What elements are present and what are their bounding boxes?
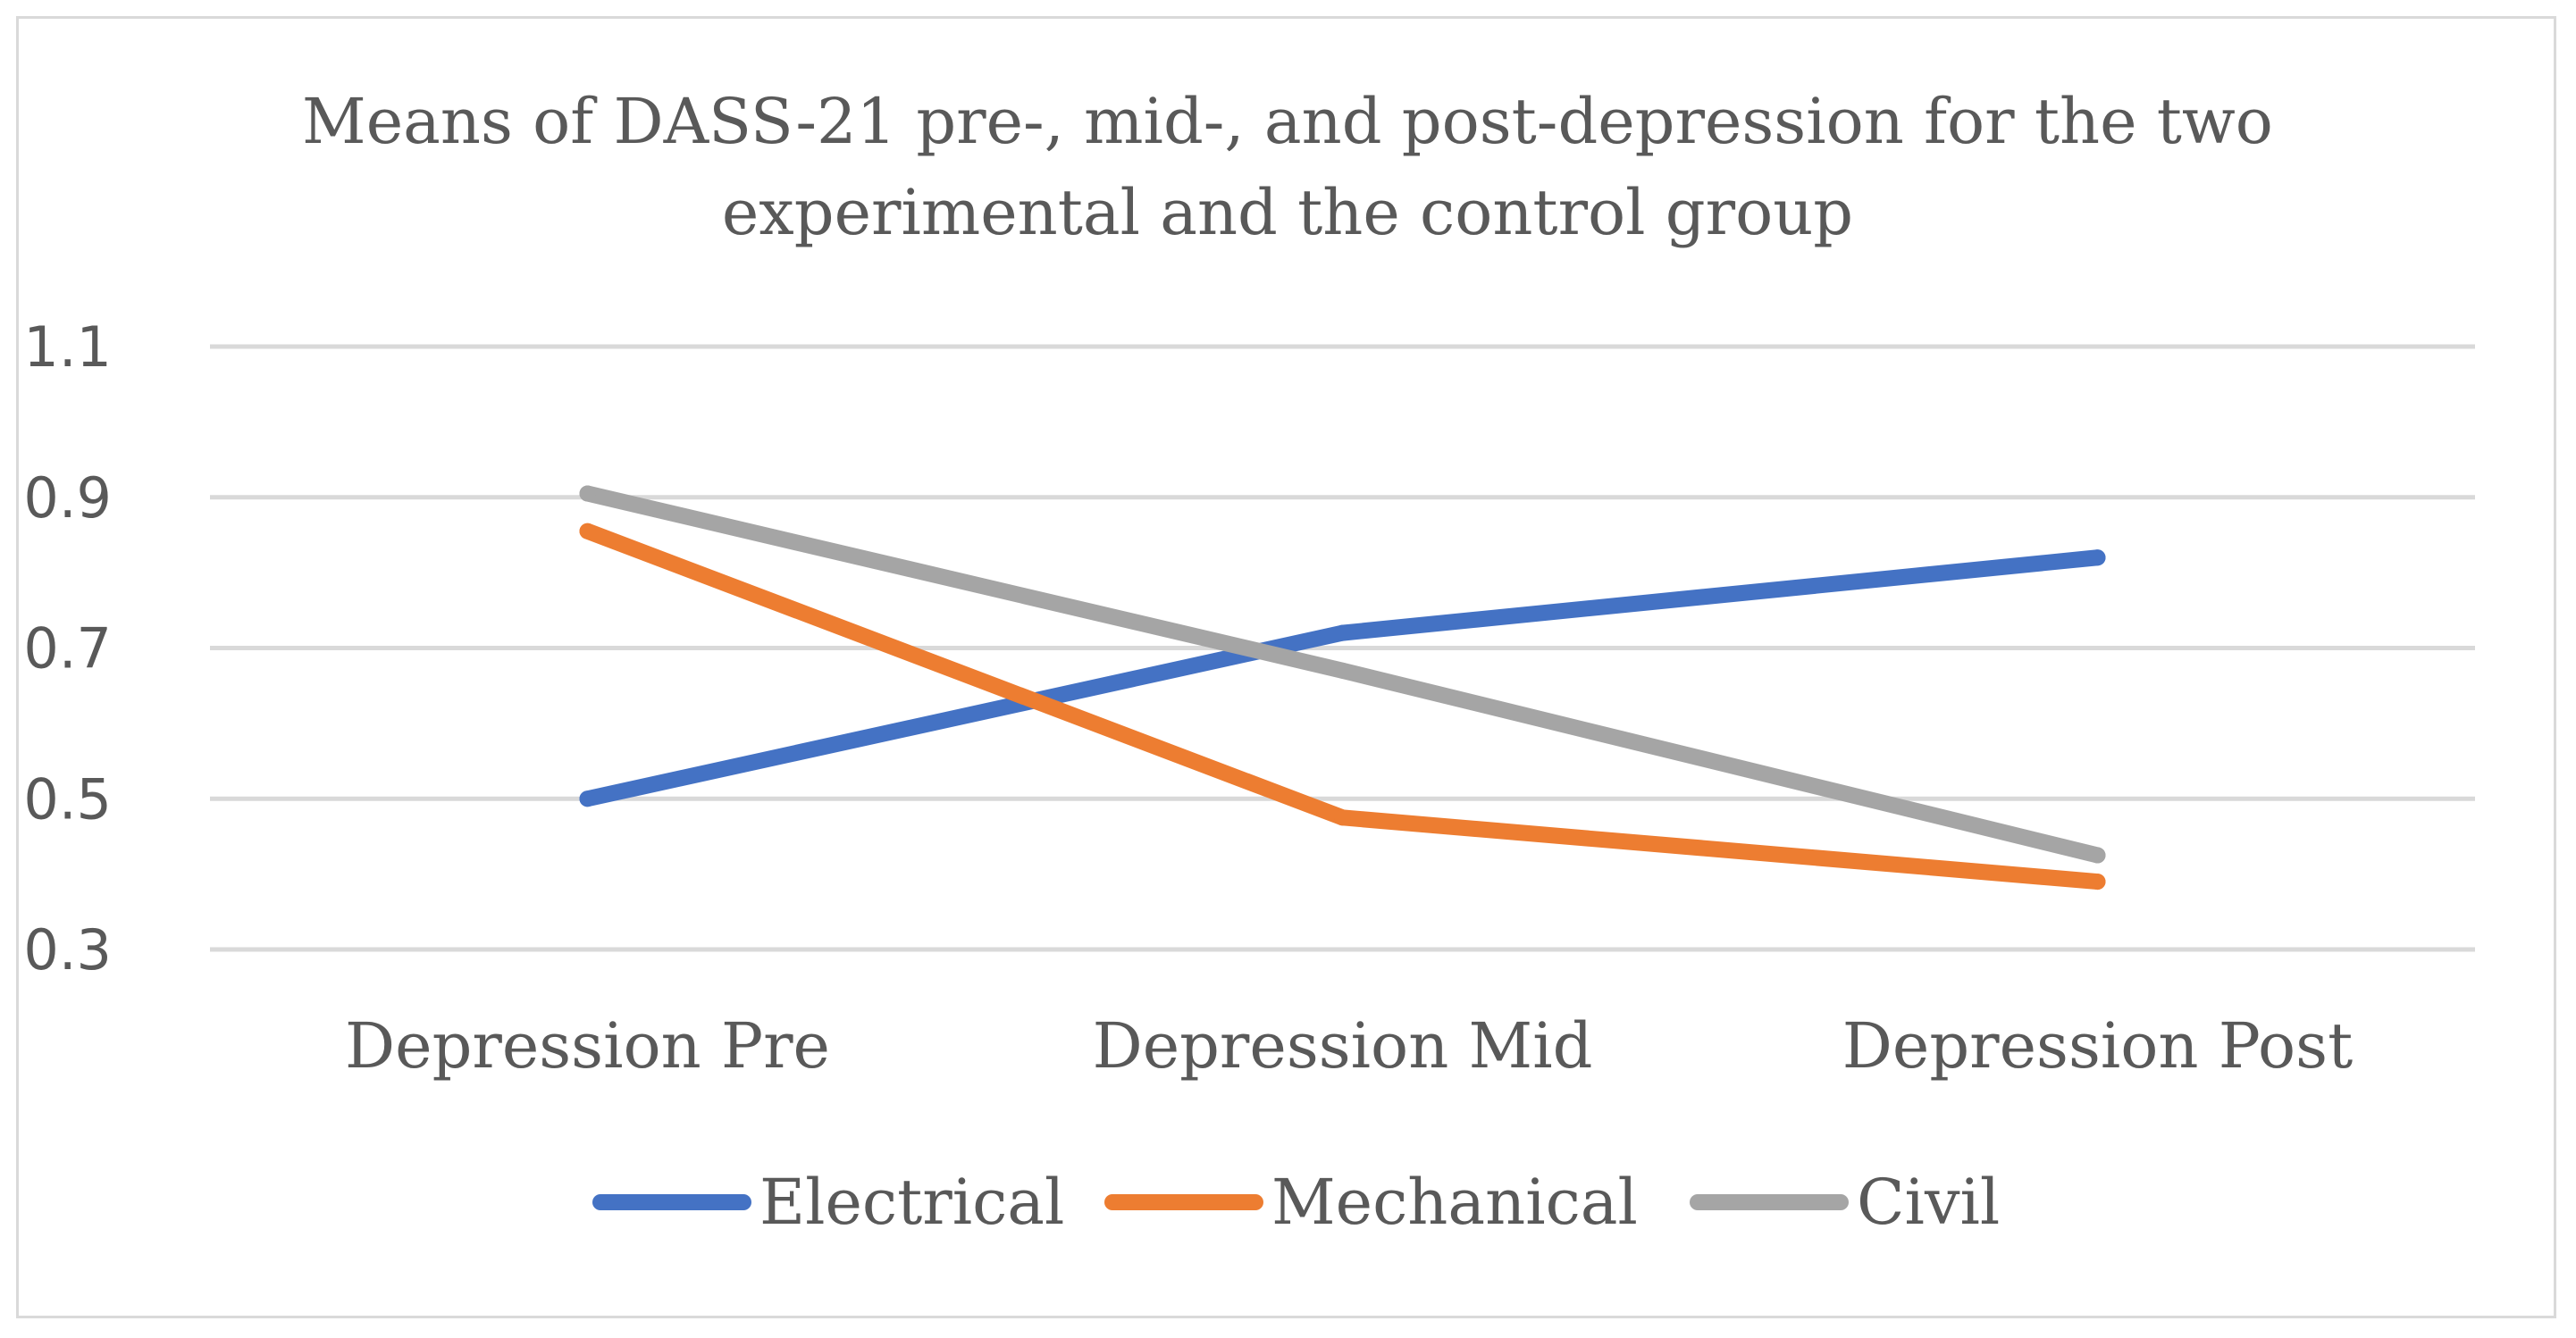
y-tick-label: 1.1: [23, 314, 112, 380]
gridlines: [210, 344, 2475, 952]
legend-label-civil: Civil: [1857, 1166, 2000, 1239]
data-point-electrical: [579, 790, 596, 807]
data-point-civil: [2089, 847, 2106, 864]
legend-label-mechanical: Mechanical: [1271, 1166, 1638, 1239]
x-axis-category-labels: Depression Pre Depression Mid Depression P…: [345, 1009, 2353, 1083]
y-tick-label: 0.5: [23, 766, 112, 832]
legend: Electrical Mechanical Civil: [592, 1166, 2000, 1239]
chart-title-line-2: experimental and the control group: [722, 176, 1853, 249]
x-category-label: Depression Pre: [345, 1009, 830, 1083]
x-category-label: Depression Mid: [1093, 1009, 1593, 1083]
legend-label-electrical: Electrical: [759, 1166, 1064, 1239]
y-tick-label: 0.9: [23, 465, 112, 531]
series-lines: [579, 485, 2106, 891]
x-category-label: Depression Post: [1842, 1009, 2353, 1083]
data-point-electrical: [2089, 549, 2106, 566]
chart-frame: [16, 16, 2556, 1318]
data-point-mechanical: [579, 523, 596, 539]
chart-title: Means of DASS-21 pre-, mid-, and post-de…: [302, 85, 2273, 249]
data-point-electrical: [1334, 624, 1351, 641]
data-point-civil: [579, 485, 596, 502]
data-point-civil: [1334, 662, 1351, 679]
y-tick-label: 0.3: [23, 917, 112, 983]
data-point-mechanical: [1334, 809, 1351, 826]
y-axis-tick-labels: 1.1 0.9 0.7 0.5 0.3: [23, 314, 112, 983]
data-point-mechanical: [2089, 874, 2106, 891]
y-tick-label: 0.7: [23, 616, 112, 682]
chart-title-line-1: Means of DASS-21 pre-, mid-, and post-de…: [302, 85, 2273, 158]
